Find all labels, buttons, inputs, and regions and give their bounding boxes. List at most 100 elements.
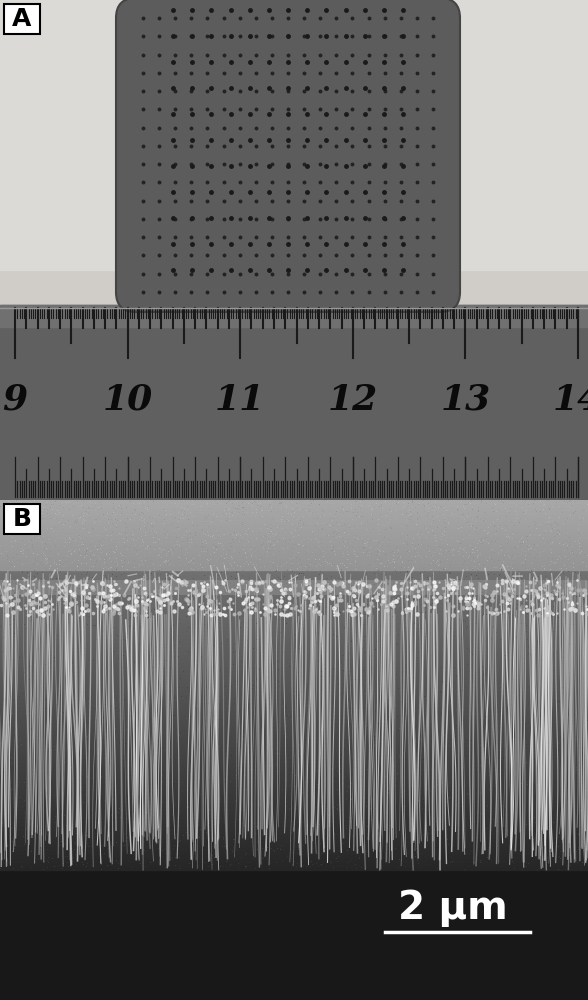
Bar — [0, 760, 588, 761]
Bar — [0, 652, 588, 653]
Bar — [0, 756, 588, 758]
Bar — [0, 834, 588, 835]
Bar — [0, 518, 588, 520]
Bar — [0, 608, 588, 610]
Bar — [0, 570, 588, 572]
Bar — [0, 599, 588, 601]
Bar — [0, 648, 588, 650]
Bar — [0, 502, 588, 504]
Bar — [0, 552, 588, 553]
Bar — [0, 754, 588, 755]
Bar — [0, 824, 588, 826]
Bar — [0, 722, 588, 724]
Bar — [0, 708, 588, 709]
Bar — [0, 808, 588, 809]
Bar — [0, 508, 588, 510]
Bar — [0, 788, 588, 789]
Bar — [0, 857, 588, 859]
Bar — [0, 560, 588, 561]
Bar — [0, 746, 588, 748]
Bar — [0, 748, 588, 749]
Bar — [0, 762, 588, 763]
Bar — [0, 848, 588, 849]
Bar — [0, 742, 588, 744]
Bar — [0, 684, 588, 686]
Bar — [0, 740, 588, 741]
Bar — [0, 692, 588, 693]
Bar — [0, 499, 588, 501]
Bar — [0, 611, 588, 613]
Bar — [0, 806, 588, 808]
Bar — [0, 548, 588, 550]
Bar — [0, 718, 588, 720]
Bar — [0, 582, 588, 583]
Bar — [0, 628, 588, 629]
Bar — [0, 768, 588, 770]
Bar — [0, 631, 588, 632]
Bar — [0, 546, 588, 547]
Bar — [0, 848, 588, 850]
Bar — [0, 603, 588, 605]
Bar — [0, 688, 588, 689]
Bar — [0, 770, 588, 772]
Bar — [0, 520, 588, 521]
Bar — [0, 305, 588, 327]
Bar — [0, 742, 588, 743]
Bar — [0, 840, 588, 842]
Bar — [0, 607, 588, 609]
Text: 9: 9 — [2, 383, 28, 417]
Bar — [0, 600, 588, 602]
Bar — [0, 621, 588, 623]
Bar — [0, 858, 588, 860]
Bar — [0, 566, 588, 568]
Bar — [0, 522, 588, 524]
Bar — [0, 624, 588, 625]
Bar — [0, 696, 588, 697]
Bar — [0, 574, 588, 576]
Bar — [0, 544, 588, 546]
Bar — [0, 586, 588, 588]
Bar — [0, 863, 588, 865]
Bar — [0, 700, 588, 702]
Bar — [0, 716, 588, 718]
Bar — [0, 591, 588, 593]
Bar — [0, 698, 588, 699]
Bar — [0, 800, 588, 801]
Bar — [0, 802, 588, 804]
Bar — [0, 532, 588, 533]
Bar — [0, 504, 588, 505]
Bar — [0, 836, 588, 838]
Bar — [0, 754, 588, 756]
Bar — [0, 676, 588, 677]
Bar — [0, 526, 588, 527]
Bar — [0, 726, 588, 728]
Bar — [0, 846, 588, 848]
Bar — [0, 774, 588, 775]
Bar — [0, 792, 588, 793]
Bar — [0, 728, 588, 729]
Bar — [0, 762, 588, 764]
Bar — [0, 648, 588, 649]
Bar — [0, 710, 588, 711]
Bar — [0, 704, 588, 706]
Bar — [0, 560, 588, 562]
Bar — [0, 728, 588, 730]
Bar — [0, 609, 588, 611]
Bar — [0, 772, 588, 774]
Bar — [0, 828, 588, 830]
Bar — [0, 546, 588, 548]
Bar — [0, 530, 588, 531]
Bar — [0, 764, 588, 766]
Bar — [0, 540, 588, 542]
Bar — [0, 842, 588, 844]
Bar — [0, 506, 588, 508]
Bar — [0, 632, 588, 633]
Bar — [0, 850, 588, 851]
Bar — [0, 810, 588, 811]
Bar — [0, 790, 588, 792]
Bar — [0, 692, 588, 694]
Bar — [0, 514, 588, 516]
Text: 12: 12 — [328, 383, 378, 417]
Bar — [0, 808, 588, 810]
Bar — [0, 542, 588, 544]
